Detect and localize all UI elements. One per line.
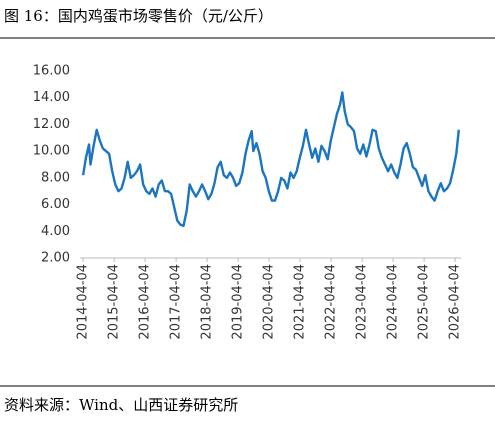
x-tick-label: 2016-04-04 [138,264,153,340]
x-tick-label: 2026-04-04 [448,264,463,340]
x-tick-label: 2017-04-04 [169,264,184,340]
x-tick-label: 2014-04-04 [76,264,91,340]
x-tick-label: 2021-04-04 [293,264,308,340]
y-tick-label: 2.00 [41,251,70,266]
line [81,91,460,228]
x-tick-label: 2024-04-04 [386,264,401,340]
x-tick-label: 2019-04-04 [231,264,246,340]
x-tick-label: 2022-04-04 [324,264,339,340]
x-tick-label: 2015-04-04 [107,264,122,340]
source: 资料来源：Wind、山西证券研究所 [4,396,238,414]
y-tick-label: 12.00 [33,117,70,132]
y-tick-label: 8.00 [41,170,70,185]
y-tick-label: 4.00 [41,224,70,239]
y-tick-label: 16.00 [33,64,70,79]
x-tick-label: 2025-04-04 [417,264,432,340]
x-tick-label: 2018-04-04 [200,264,215,340]
chart-title: 图 16：国内鸡蛋市场零售价（元/公斤） [4,7,273,25]
x-tick-label: 2023-04-04 [355,264,370,340]
y-tick-label: 10.00 [33,144,70,159]
y-tick-label: 6.00 [41,197,70,212]
x-tick-label: 2020-04-04 [262,264,277,340]
y-tick-label: 14.00 [33,90,70,105]
